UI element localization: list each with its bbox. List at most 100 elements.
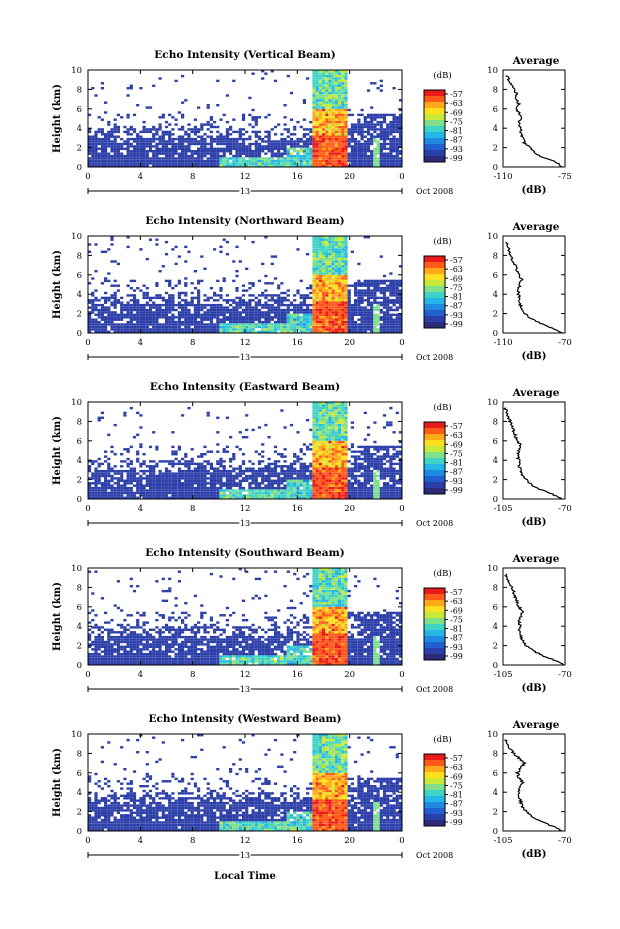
colorbar-swatch (424, 102, 445, 109)
y-tick-label: 2 (77, 808, 82, 818)
avg-x-axis-label: (dB) (522, 849, 547, 860)
y-tick-label: 8 (77, 583, 82, 593)
day-label: 13 (240, 187, 250, 196)
colorbar-tick-label: -57 (450, 422, 463, 431)
y-tick-label: 10 (71, 232, 82, 242)
colorbar-tick-label: -93 (450, 477, 463, 486)
panel-title: Echo Intensity (Eastward Beam) (150, 381, 340, 393)
colorbar-tick-label: -69 (450, 772, 463, 781)
colorbar-tick-label: -87 (450, 800, 463, 809)
colorbar-label: (dB) (433, 402, 451, 413)
colorbar-swatch (424, 440, 445, 447)
colorbar-swatch (424, 624, 445, 631)
colorbar-swatch (424, 636, 445, 643)
average-frame (502, 567, 566, 666)
colorbar-tick-label: -63 (450, 431, 463, 440)
average-title: Average (512, 719, 560, 731)
avg-y-tick-label: 10 (487, 398, 498, 408)
colorbar-tick-label: -93 (450, 311, 463, 320)
y-tick-label: 10 (71, 730, 82, 740)
colorbar-swatch (424, 814, 445, 821)
panel-title: Echo Intensity (Northward Beam) (145, 215, 344, 227)
avg-y-tick-label: 10 (487, 232, 498, 242)
colorbar-tick-label: -81 (450, 791, 463, 800)
day-label: 13 (240, 851, 250, 860)
colorbar-swatch (424, 144, 445, 151)
colorbar-tick-label: -69 (450, 440, 463, 449)
avg-y-tick-label: 2 (493, 808, 498, 818)
x-axis-label: Local Time (214, 871, 276, 882)
colorbar-swatch (424, 138, 445, 145)
x-tick-label: 8 (190, 670, 195, 680)
colorbar-swatch (424, 156, 445, 163)
y-tick-label: 2 (77, 310, 82, 320)
colorbar-swatch (424, 434, 445, 441)
y-tick-label: 6 (77, 437, 82, 447)
colorbar-swatch (424, 316, 445, 323)
colorbar-tick-label: -81 (450, 293, 463, 302)
colorbar-tick-label: -75 (450, 781, 463, 790)
avg-y-tick-label: 8 (493, 417, 498, 427)
avg-x-axis-label: (dB) (522, 185, 547, 196)
x-tick-label: 4 (138, 504, 143, 514)
day-label: 13 (240, 353, 250, 362)
avg-y-tick-label: 6 (493, 769, 498, 779)
avg-y-tick-label: 10 (487, 66, 498, 76)
average-profile-line (504, 573, 564, 666)
avg-y-tick-label: 6 (493, 437, 498, 447)
average-profile-line (505, 75, 563, 168)
date-label: Oct 2008 (416, 851, 453, 860)
y-tick-label: 0 (77, 495, 82, 505)
colorbar-swatch (424, 310, 445, 317)
average-title: Average (512, 387, 560, 399)
colorbar-swatch (424, 606, 445, 613)
avg-x-tick-label: -110 (493, 338, 512, 348)
colorbar-frame (423, 255, 446, 329)
y-tick-label: 2 (77, 144, 82, 154)
x-tick-label: 20 (344, 504, 355, 514)
average-frame (502, 733, 566, 832)
y-tick-label: 6 (77, 603, 82, 613)
avg-y-tick-label: 4 (493, 456, 498, 466)
colorbar-tick-label: -69 (450, 606, 463, 615)
average-frame (502, 235, 566, 334)
colorbar-swatch (424, 470, 445, 477)
average-profile-line (502, 407, 563, 500)
colorbar-label: (dB) (433, 568, 451, 579)
avg-x-tick-label: -70 (558, 338, 572, 348)
colorbar-label: (dB) (433, 236, 451, 247)
colorbar-tick-label: -87 (450, 136, 463, 145)
avg-y-tick-label: 0 (493, 329, 498, 339)
y-tick-label: 10 (71, 66, 82, 76)
colorbar-swatch (424, 766, 445, 773)
colorbar-swatch (424, 642, 445, 649)
y-tick-label: 6 (77, 769, 82, 779)
colorbar-swatch (424, 648, 445, 655)
avg-x-axis-label: (dB) (522, 517, 547, 528)
colorbar-swatch (424, 820, 445, 827)
colorbar-frame (423, 753, 446, 827)
average-frame (502, 69, 566, 168)
x-tick-label: 4 (138, 338, 143, 348)
colorbar-swatch (424, 760, 445, 767)
panel-title: Echo Intensity (Westward Beam) (148, 713, 341, 725)
colorbar-swatch (424, 422, 445, 429)
y-tick-label: 10 (71, 398, 82, 408)
colorbar-tick-label: -69 (450, 108, 463, 117)
avg-y-tick-label: 6 (493, 271, 498, 281)
colorbar-swatch (424, 618, 445, 625)
colorbar-tick-label: -93 (450, 643, 463, 652)
colorbar-swatch (424, 802, 445, 809)
colorbar-swatch (424, 446, 445, 453)
date-label: Oct 2008 (416, 187, 453, 196)
heatmap-cells (88, 236, 403, 333)
x-tick-label: 4 (138, 670, 143, 680)
colorbar-swatch (424, 796, 445, 803)
avg-x-axis-label: (dB) (522, 351, 547, 362)
avg-x-tick-label: -105 (493, 670, 512, 680)
date-label: Oct 2008 (416, 353, 453, 362)
avg-y-tick-label: 8 (493, 583, 498, 593)
colorbar-tick-label: -75 (450, 615, 463, 624)
colorbar-tick-label: -99 (450, 320, 463, 329)
